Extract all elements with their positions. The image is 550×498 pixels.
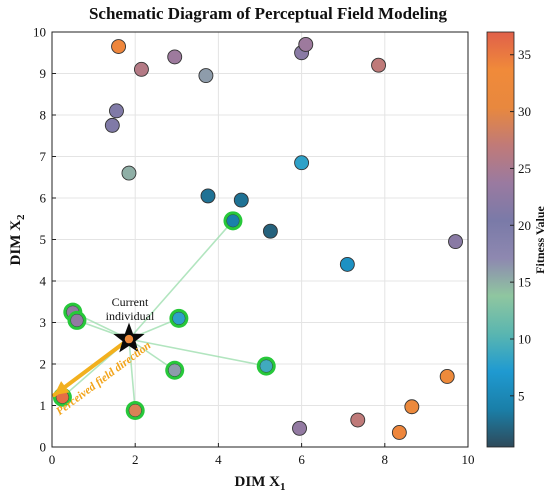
data-point bbox=[198, 68, 214, 84]
y-axis-ticks: 0 1 2 3 4 5 6 7 8 9 10 bbox=[33, 25, 56, 455]
y-tick-label: 1 bbox=[40, 398, 47, 413]
grid bbox=[51, 31, 469, 448]
data-point bbox=[133, 61, 149, 77]
data-point bbox=[371, 57, 387, 73]
x-tick-label: 8 bbox=[382, 452, 389, 467]
x-tick-label: 10 bbox=[462, 452, 475, 467]
data-point bbox=[109, 103, 124, 119]
y-tick-label: 9 bbox=[40, 66, 47, 81]
data-point bbox=[167, 49, 183, 65]
x-tick-label: 6 bbox=[298, 452, 305, 467]
data-point bbox=[439, 369, 455, 384]
colorbar: 5 10 15 20 25 30 35 bbox=[486, 31, 531, 448]
perceived-point bbox=[226, 214, 240, 228]
colorbar-tick-label: 5 bbox=[518, 388, 525, 403]
data-point bbox=[404, 399, 420, 415]
direction-arrow-shaft bbox=[52, 337, 131, 398]
data-points bbox=[52, 37, 463, 440]
current-individual-label: individual bbox=[106, 309, 155, 323]
data-point bbox=[200, 188, 216, 204]
colorbar-tick-label: 20 bbox=[518, 218, 531, 233]
perception-link bbox=[128, 339, 136, 411]
y-tick-label: 10 bbox=[33, 25, 46, 40]
y-tick-label: 4 bbox=[40, 274, 47, 289]
y-axis-label: DIM X2 bbox=[8, 214, 27, 265]
perceived-point bbox=[128, 403, 142, 418]
x-tick-label: 4 bbox=[215, 452, 222, 467]
perceived-point bbox=[70, 313, 84, 327]
current-individual-point bbox=[124, 334, 134, 344]
perceived-point bbox=[168, 363, 182, 377]
data-point bbox=[391, 425, 407, 440]
data-point bbox=[350, 412, 366, 428]
x-axis-ticks: 0 2 4 6 8 10 bbox=[49, 443, 475, 467]
current-individual-label: Current bbox=[112, 295, 149, 309]
y-tick-label: 7 bbox=[40, 149, 47, 164]
colorbar-tick-label: 15 bbox=[518, 275, 531, 290]
colorbar-tick-label: 35 bbox=[518, 47, 531, 62]
y-tick-label: 2 bbox=[40, 357, 47, 372]
data-point bbox=[233, 192, 249, 208]
y-tick-label: 6 bbox=[40, 191, 47, 206]
colorbar-tick-label: 10 bbox=[518, 331, 531, 346]
x-axis-label: DIM X1 bbox=[235, 474, 286, 493]
data-point bbox=[121, 165, 137, 181]
y-tick-label: 3 bbox=[40, 315, 47, 330]
direction-arrow-head bbox=[54, 381, 70, 396]
data-point bbox=[292, 420, 307, 436]
data-point bbox=[104, 117, 120, 133]
x-tick-label: 0 bbox=[49, 452, 56, 467]
y-tick-label: 5 bbox=[40, 232, 47, 247]
chart-title: Schematic Diagram of Perceptual Field Mo… bbox=[89, 4, 448, 23]
perceived-point bbox=[259, 359, 273, 373]
colorbar-gradient bbox=[486, 31, 515, 448]
data-point bbox=[298, 37, 314, 52]
data-point bbox=[339, 256, 355, 272]
perception-link bbox=[128, 220, 234, 340]
perceived-point bbox=[172, 311, 186, 325]
data-point bbox=[294, 155, 310, 171]
colorbar-tick-label: 30 bbox=[518, 104, 531, 119]
data-point bbox=[448, 234, 463, 250]
data-point bbox=[262, 223, 278, 239]
colorbar-label: Fitness Value bbox=[533, 205, 547, 273]
y-tick-label: 0 bbox=[40, 440, 47, 455]
data-point bbox=[111, 39, 127, 54]
perception-link bbox=[128, 338, 267, 367]
colorbar-tick-label: 25 bbox=[518, 161, 531, 176]
y-tick-label: 8 bbox=[40, 108, 47, 123]
x-tick-label: 2 bbox=[132, 452, 139, 467]
